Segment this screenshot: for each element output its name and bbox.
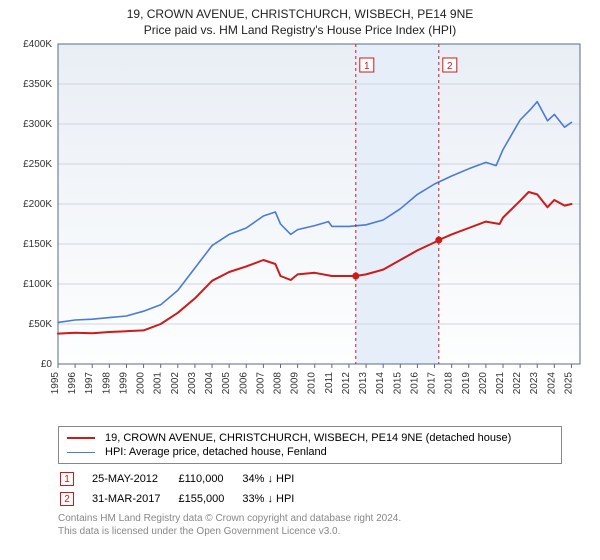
- svg-text:£300K: £300K: [23, 119, 52, 130]
- marker-date-1: 25-MAY-2012: [92, 470, 176, 488]
- svg-text:2: 2: [447, 61, 453, 72]
- footnote-line1: Contains HM Land Registry data © Crown c…: [58, 512, 562, 525]
- svg-text:2010: 2010: [307, 372, 318, 395]
- svg-text:2008: 2008: [272, 372, 283, 395]
- legend-box: 19, CROWN AVENUE, CHRISTCHURCH, WISBECH,…: [58, 426, 562, 464]
- svg-text:2007: 2007: [255, 372, 266, 395]
- marker-price-2: £155,000: [178, 490, 240, 508]
- svg-text:2009: 2009: [290, 372, 301, 395]
- marker-id-2: 2: [60, 492, 74, 506]
- svg-text:2012: 2012: [341, 372, 352, 395]
- marker-delta-2: 33% ↓ HPI: [242, 490, 310, 508]
- svg-text:2006: 2006: [238, 372, 249, 395]
- svg-text:2004: 2004: [204, 372, 215, 395]
- marker-price-1: £110,000: [178, 470, 240, 488]
- svg-text:2019: 2019: [461, 372, 472, 395]
- svg-text:2003: 2003: [187, 372, 198, 395]
- svg-text:1995: 1995: [50, 372, 61, 395]
- svg-text:1999: 1999: [118, 372, 129, 395]
- marker-date-2: 31-MAR-2017: [92, 490, 176, 508]
- svg-text:2018: 2018: [444, 372, 455, 395]
- marker-id-1: 1: [60, 472, 74, 486]
- legend-label-property: 19, CROWN AVENUE, CHRISTCHURCH, WISBECH,…: [105, 432, 511, 444]
- legend-swatch-property: [67, 437, 95, 439]
- svg-text:1996: 1996: [67, 372, 78, 395]
- svg-text:1998: 1998: [101, 372, 112, 395]
- chart-svg: £0 £50K £100K £150K £200K £250K £300K £350K £400…: [8, 40, 592, 420]
- title-block: 19, CROWN AVENUE, CHRISTCHURCH, WISBECH,…: [8, 6, 592, 38]
- svg-text:£400K: £400K: [23, 40, 52, 50]
- footnote: Contains HM Land Registry data © Crown c…: [58, 512, 562, 538]
- svg-text:1997: 1997: [84, 372, 95, 395]
- svg-text:2013: 2013: [358, 372, 369, 395]
- svg-text:2000: 2000: [136, 372, 147, 395]
- svg-text:£100K: £100K: [23, 279, 52, 290]
- svg-text:£200K: £200K: [23, 199, 52, 210]
- svg-text:2023: 2023: [529, 372, 540, 395]
- svg-text:2021: 2021: [495, 372, 506, 395]
- sale-marker-table: 1 25-MAY-2012 £110,000 34% ↓ HPI 2 31-MA…: [58, 468, 312, 510]
- legend-row-hpi: HPI: Average price, detached house, Fenl…: [67, 445, 553, 459]
- page-root: 19, CROWN AVENUE, CHRISTCHURCH, WISBECH,…: [0, 0, 600, 560]
- svg-text:£250K: £250K: [23, 159, 52, 170]
- svg-text:£150K: £150K: [23, 239, 52, 250]
- chart: £0 £50K £100K £150K £200K £250K £300K £350K £400…: [8, 40, 592, 420]
- svg-text:2002: 2002: [170, 372, 181, 395]
- svg-text:2017: 2017: [427, 372, 438, 395]
- svg-text:1: 1: [364, 61, 370, 72]
- svg-text:2011: 2011: [324, 372, 335, 394]
- legend-swatch-hpi: [67, 452, 95, 453]
- svg-text:£0: £0: [41, 359, 53, 370]
- svg-text:2016: 2016: [409, 372, 420, 395]
- svg-text:2001: 2001: [153, 372, 164, 395]
- svg-text:2014: 2014: [375, 372, 386, 395]
- svg-text:£50K: £50K: [29, 319, 53, 330]
- svg-text:£350K: £350K: [23, 79, 52, 90]
- svg-text:2020: 2020: [478, 372, 489, 395]
- svg-text:2025: 2025: [563, 372, 574, 395]
- legend-label-hpi: HPI: Average price, detached house, Fenl…: [105, 446, 327, 458]
- table-row: 2 31-MAR-2017 £155,000 33% ↓ HPI: [60, 490, 310, 508]
- title-subtitle: Price paid vs. HM Land Registry's House …: [8, 22, 592, 38]
- table-row: 1 25-MAY-2012 £110,000 34% ↓ HPI: [60, 470, 310, 488]
- svg-text:2022: 2022: [512, 372, 523, 395]
- svg-text:2024: 2024: [546, 372, 557, 395]
- svg-text:2015: 2015: [392, 372, 403, 395]
- marker-delta-1: 34% ↓ HPI: [242, 470, 310, 488]
- legend-row-property: 19, CROWN AVENUE, CHRISTCHURCH, WISBECH,…: [67, 431, 553, 445]
- title-address: 19, CROWN AVENUE, CHRISTCHURCH, WISBECH,…: [8, 6, 592, 22]
- footnote-line2: This data is licensed under the Open Gov…: [58, 525, 562, 538]
- svg-text:2005: 2005: [221, 372, 232, 395]
